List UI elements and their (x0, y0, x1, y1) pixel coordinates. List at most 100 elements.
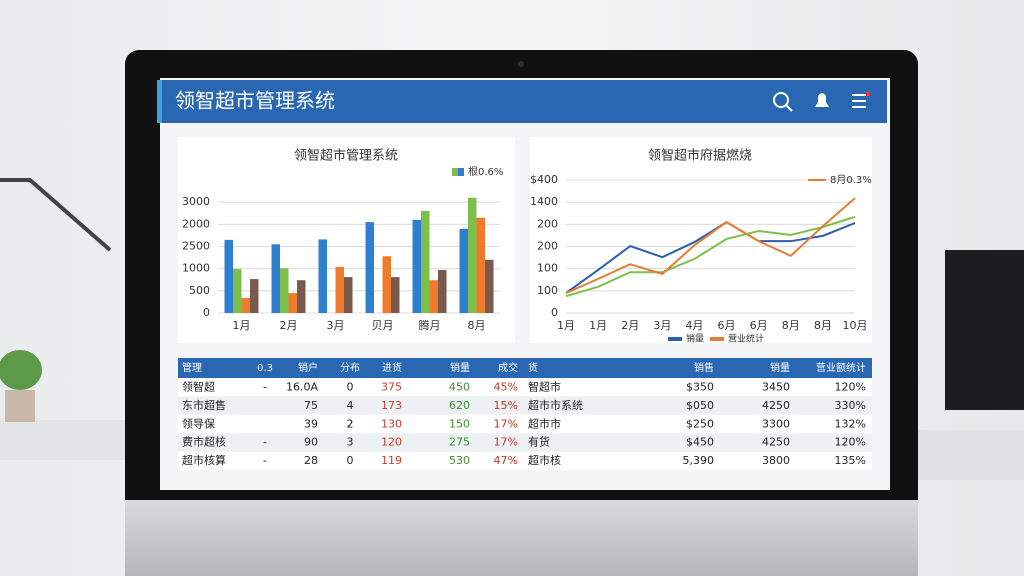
table-cell: 3300 (762, 417, 790, 430)
menu-icon[interactable] (852, 94, 866, 108)
bell-icon[interactable] (815, 93, 829, 107)
table-cell: 4 (347, 399, 354, 412)
x-tick-label: 1月 (589, 319, 607, 332)
bar (280, 268, 289, 313)
table-header-cell: 分布 (340, 362, 360, 374)
bar (241, 297, 250, 313)
table-cell: 费市超核 (182, 435, 226, 449)
table-cell: 4250 (762, 436, 790, 449)
table-header-cell: 货 (528, 361, 538, 374)
table-cell: 375 (381, 381, 402, 394)
x-tick-label: 腾月 (419, 318, 441, 332)
table-cell: 3800 (762, 454, 790, 467)
line-series (565, 197, 856, 294)
x-tick-label: 6月 (750, 319, 768, 332)
bar (459, 228, 468, 313)
table-cell: 45% (494, 381, 518, 394)
table-cell: - (263, 454, 267, 467)
table-cell: 0 (347, 454, 354, 467)
x-tick-label: 3月 (653, 319, 671, 332)
search-handle (785, 104, 793, 112)
y-tick-label: $400 (530, 173, 558, 186)
table-cell: 超市市系统 (528, 398, 583, 412)
plant (0, 350, 42, 390)
table-cell: 90 (304, 436, 318, 449)
bar (429, 280, 438, 313)
bar (250, 279, 259, 313)
table-header-cell: 销售 (694, 361, 714, 374)
table-cell: 135% (835, 454, 866, 467)
bar (412, 219, 421, 313)
menu-dot (865, 91, 871, 97)
desk (0, 420, 125, 460)
x-tick-label: 2月 (280, 319, 298, 332)
legend-label: 营业统计 (728, 333, 764, 345)
table-cell: 120% (835, 381, 866, 394)
bar (297, 280, 306, 313)
table-cell: 领智超 (182, 380, 215, 394)
header-title: 领智超市管理系统 (175, 89, 335, 113)
table-cell: 17% (494, 436, 518, 449)
x-tick-label: 6月 (718, 319, 736, 332)
table-cell: 150 (449, 417, 470, 430)
bar (382, 256, 391, 313)
second-monitor (945, 250, 1024, 410)
table-cell: - (263, 436, 267, 449)
x-tick-label: 8月 (814, 319, 832, 332)
x-tick-label: 8月 (468, 319, 486, 332)
table-header-cell: 销户 (298, 361, 318, 374)
table-cell: - (263, 381, 267, 394)
lamp (0, 178, 112, 252)
table-header-cell: 0.3 (257, 363, 273, 374)
search-icon[interactable] (773, 92, 789, 108)
x-tick-label: 10月 (843, 319, 868, 332)
x-tick-label: 4月 (685, 319, 703, 332)
table-cell: 4250 (762, 399, 790, 412)
table-cell: 15% (494, 399, 518, 412)
table-row-stripe (178, 433, 872, 452)
table-cell: 132% (835, 417, 866, 430)
table-cell: 173 (381, 399, 402, 412)
table-cell: $050 (686, 399, 714, 412)
table-cell: 领导保 (182, 416, 215, 430)
header-accent (157, 80, 162, 123)
bar (233, 269, 242, 313)
bar (485, 259, 494, 313)
table-cell: 超市核算 (182, 453, 226, 467)
table-cell: 120% (835, 436, 866, 449)
table-header-cell: 管理 (182, 361, 202, 374)
y-tick-label: 500 (189, 284, 210, 297)
y-tick-label: 2000 (182, 217, 210, 230)
table-cell: 28 (304, 454, 318, 467)
table-header-cell: 销量 (450, 361, 470, 374)
table-cell: 530 (449, 454, 470, 467)
y-tick-label: 200 (537, 240, 558, 253)
x-tick-label: 8月 (782, 319, 800, 332)
legend-label: 根0.6% (468, 165, 503, 178)
table-cell: 2 (347, 417, 354, 430)
table-cell: 39 (304, 417, 318, 430)
y-tick-label: 3000 (182, 195, 210, 208)
table-cell: 620 (449, 399, 470, 412)
y-tick-label: 100 (537, 262, 558, 275)
legend-swatch (458, 168, 464, 176)
table-cell: 超市市 (528, 416, 561, 430)
table-cell: 0 (347, 381, 354, 394)
y-tick-label: 0 (203, 306, 210, 319)
bar (391, 277, 400, 313)
x-tick-label: 贝月 (372, 319, 394, 332)
bar (318, 239, 327, 313)
table-cell: 450 (449, 381, 470, 394)
table-cell: 智超市 (528, 380, 561, 394)
table-cell: 16.0A (286, 381, 318, 394)
line-series (565, 215, 856, 298)
legend-label: 8月0.3% (830, 174, 872, 186)
chart-title: 领智超市府据燃烧 (648, 148, 752, 164)
camera (518, 61, 524, 67)
table-cell: $250 (686, 417, 714, 430)
legend-swatch (668, 337, 682, 341)
table-cell: 超市核 (528, 453, 561, 467)
bar (365, 222, 374, 313)
